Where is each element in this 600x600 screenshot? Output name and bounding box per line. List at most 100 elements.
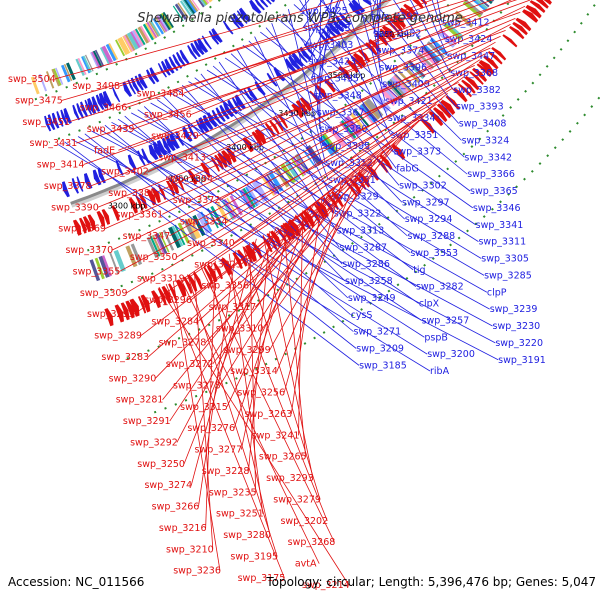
gene-label-swp_3346: swp_3346 [473,203,521,214]
gene-label-swp_3369: swp_3369 [58,224,106,235]
gene-label-swp_3289: swp_3289 [94,331,142,342]
leader-line [282,222,307,457]
gene-label-swp_3431: swp_3431 [30,138,78,149]
gene-label-swp_3273: swp_3273 [173,380,221,391]
leader-line [126,0,447,108]
leader-line [302,0,324,29]
gene-label-swp_3209: swp_3209 [356,344,404,355]
leader-line [377,0,380,68]
leader-line [290,197,323,415]
leader-line [376,0,382,51]
leader-line [262,140,397,329]
gene-label-swp_3424: swp_3424 [445,34,493,45]
gene-label-swp_3374: swp_3374 [377,45,425,56]
accession-label: Accession: NC_011566 [8,575,144,589]
leader-line [111,121,493,327]
gene-label-swp_3241: swp_3241 [252,430,300,441]
gene-label-swp_3383: swp_3383 [303,23,351,34]
leader-line [431,0,446,40]
gene-label-swp_3372: swp_3372 [173,195,221,206]
gene-label-swp_3285: swp_3285 [484,270,532,281]
leader-line [276,169,361,372]
leader-line [118,0,531,151]
leader-line [169,92,485,276]
gene-label-swp_3279: swp_3279 [273,494,321,505]
kbp-tick-label: 3550 kbp [374,30,412,39]
leader-line [422,0,448,57]
leader-line [409,0,451,74]
gene-label-swp_3315: swp_3315 [180,402,228,413]
leader-line [194,271,214,550]
leader-line [61,0,411,101]
forward-strand-genes [44,0,276,132]
gene-label-swp_3228: swp_3228 [202,466,250,477]
gene-label-swp_3302: swp_3302 [399,180,447,191]
leader-line [179,277,320,564]
gene-label-swp_3263: swp_3263 [245,409,293,420]
gene-label-swp_3294: swp_3294 [405,214,453,225]
leader-line [176,87,454,258]
gene-label-swp_3236: swp_3236 [173,566,221,577]
leader-line [162,53,486,215]
gene-label-swp_3456: swp_3456 [144,110,192,121]
gene-label-swp_3297: swp_3297 [402,197,450,208]
gene-label-swp_3412: swp_3412 [442,17,490,28]
gene-label-swp_3421: swp_3421 [385,96,433,107]
gene-label-cysS: cysS [351,310,373,321]
leader-line [147,18,516,173]
leader-line [204,5,526,158]
leader-line [242,246,321,500]
leader-line [226,59,481,222]
gene-label-swp_3313: swp_3313 [337,225,385,236]
gene-label-fabG: fabG [396,164,419,175]
gene-label-swp_3340: swp_3340 [187,238,235,249]
leader-line [183,226,277,464]
gene-label-swp_3356: swp_3356 [201,281,249,292]
gene-label-swp_3382: swp_3382 [453,85,501,96]
leader-line [76,0,518,144]
gene-label-swp_3370: swp_3370 [65,245,113,256]
gene-label-swp_3214: swp_3214 [302,580,350,591]
gene-label-swp_3284: swp_3284 [151,316,199,327]
gene-label-swp_3366: swp_3366 [467,169,515,180]
gene-label-swp_3249: swp_3249 [348,293,396,304]
gene-label-swp_3299: swp_3299 [223,345,271,356]
leader-line [169,70,470,237]
gene-label-swp_3351: swp_3351 [391,130,439,141]
gene-label-swp_3230: swp_3230 [493,321,541,332]
leader-line [187,274,278,557]
gene-label-swp_3341: swp_3341 [476,220,524,231]
gene-label-swp_3276: swp_3276 [187,423,235,434]
gene-label-swp_3323: swp_3323 [194,259,242,270]
gene-label-swp_3312: swp_3312 [325,158,373,169]
gene-label-swp_3175: swp_3175 [238,573,286,584]
gene-label-swp_3239: swp_3239 [490,304,538,315]
kbp-tick-label: 3350 kbp [168,175,206,184]
leader-line [133,0,494,130]
gene-label-fadE: fadE [94,145,115,156]
gene-label-swp_3319: swp_3319 [137,274,185,285]
gene-label-swp_3353: swp_3353 [410,248,458,259]
gene-label-swp_3393: swp_3393 [456,102,504,113]
leader-line [221,257,328,522]
gene-label-swp_3283: swp_3283 [101,352,149,363]
leader-line [255,125,415,308]
leader-line [183,0,433,94]
leader-line [158,286,350,586]
gene-label-swp_3257: swp_3257 [422,315,470,326]
gene-label-swp_3216: swp_3216 [159,523,207,534]
gene-label-swp_3413: swp_3413 [158,152,206,163]
leader-line [90,30,506,187]
gene-label-swp_3373: swp_3373 [393,147,441,158]
gene-label-swp_3291: swp_3291 [123,416,171,427]
gene-label-swp_3498: swp_3498 [72,81,120,92]
gene-label-swp_3451: swp_3451 [22,117,70,128]
guide-ring-0 [33,0,222,101]
leader-line [197,0,512,137]
gene-label-clpX: clpX [419,299,440,310]
leader-line [283,183,342,393]
gene-label-swp_3277: swp_3277 [195,445,243,456]
gene-label-swp_3365: swp_3365 [470,186,518,197]
gene-label-swp_3305: swp_3305 [481,254,529,265]
